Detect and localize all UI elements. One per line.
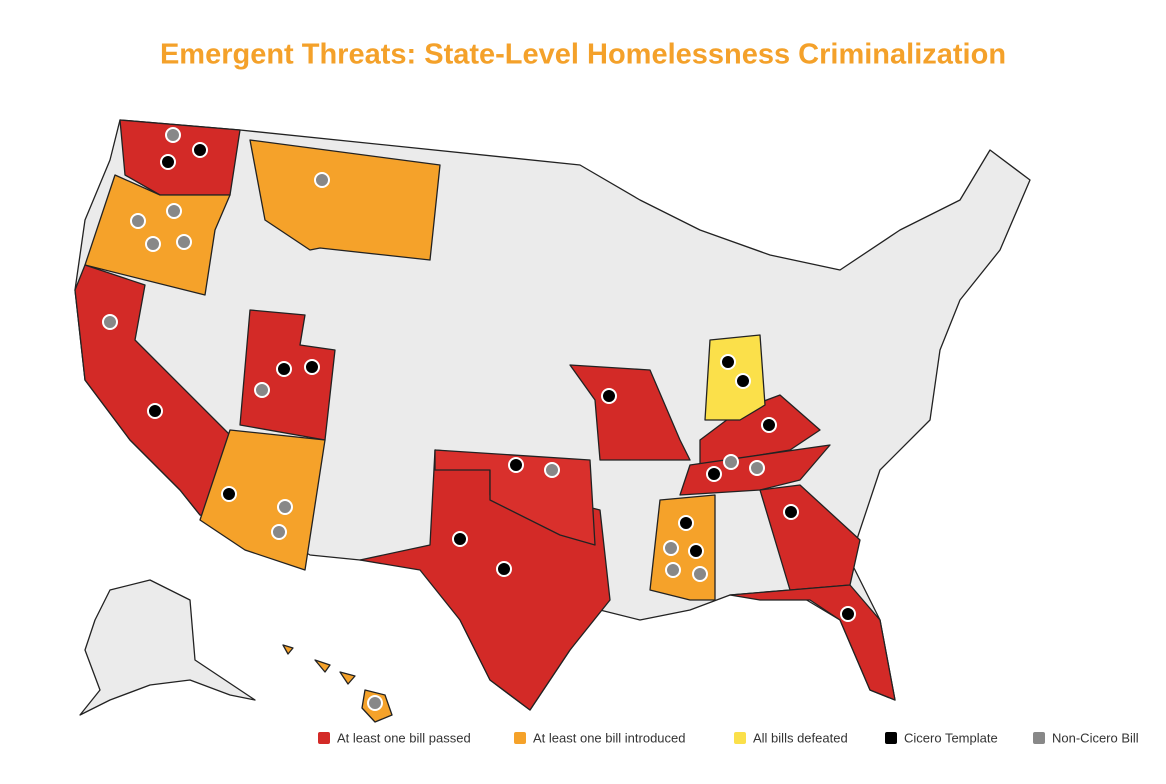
bill-marker <box>145 236 161 252</box>
bill-marker <box>761 417 777 433</box>
legend-swatch <box>885 732 897 744</box>
legend-label: At least one bill introduced <box>533 730 685 745</box>
legend-label: All bills defeated <box>753 730 848 745</box>
legend-label: Non-Cicero Bill <box>1052 730 1139 745</box>
bill-marker <box>706 466 722 482</box>
bill-marker <box>221 486 237 502</box>
bill-marker <box>176 234 192 250</box>
legend: At least one bill passed At least one bil… <box>318 730 1139 745</box>
bill-marker <box>692 566 708 582</box>
legend-label: At least one bill passed <box>337 730 471 745</box>
bill-marker <box>749 460 765 476</box>
us-map <box>74 119 1031 723</box>
bill-marker <box>304 359 320 375</box>
bill-marker <box>277 499 293 515</box>
bill-marker <box>452 531 468 547</box>
legend-swatch <box>514 732 526 744</box>
bill-marker <box>254 382 270 398</box>
bill-marker <box>165 127 181 143</box>
bill-marker <box>496 561 512 577</box>
legend-swatch <box>318 732 330 744</box>
bill-marker <box>601 388 617 404</box>
bill-marker <box>783 504 799 520</box>
title: Emergent Threats: State-Level Homelessne… <box>160 39 1006 71</box>
bill-marker <box>102 314 118 330</box>
bill-marker <box>665 562 681 578</box>
bill-marker <box>688 543 704 559</box>
legend-swatch <box>734 732 746 744</box>
bill-marker <box>160 154 176 170</box>
bill-marker <box>314 172 330 188</box>
bill-marker <box>723 454 739 470</box>
markers <box>102 127 856 711</box>
bill-marker <box>840 606 856 622</box>
bill-marker <box>276 361 292 377</box>
bill-marker <box>720 354 736 370</box>
bill-marker <box>147 403 163 419</box>
bill-marker <box>192 142 208 158</box>
bill-marker <box>544 462 560 478</box>
legend-swatch <box>1033 732 1045 744</box>
bill-marker <box>663 540 679 556</box>
bill-marker <box>367 695 383 711</box>
bill-marker <box>130 213 146 229</box>
bill-marker <box>735 373 751 389</box>
bill-marker <box>508 457 524 473</box>
bill-marker <box>271 524 287 540</box>
bill-marker <box>678 515 694 531</box>
bill-marker <box>166 203 182 219</box>
legend-label: Cicero Template <box>904 730 998 745</box>
